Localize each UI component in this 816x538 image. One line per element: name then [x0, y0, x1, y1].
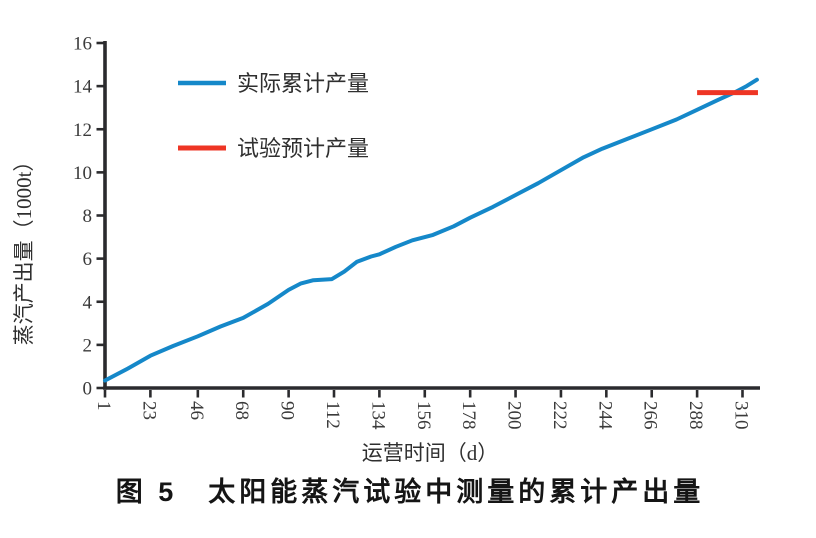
x-tick-label: 288	[685, 401, 706, 430]
x-tick-label: 112	[322, 401, 343, 429]
x-tick-label: 222	[549, 401, 570, 430]
legend: 实际累计产量 试验预计产量	[178, 71, 369, 161]
figure-caption: 图 5 太阳能蒸汽试验中测量的累计产出量	[116, 476, 705, 507]
y-tick-label: 12	[73, 120, 92, 141]
y-tick-label: 10	[73, 163, 92, 184]
x-tick-label: 68	[231, 401, 252, 420]
x-tick-label: 23	[138, 401, 159, 420]
x-tick-label: 200	[504, 401, 525, 430]
x-tick-label: 90	[277, 401, 298, 420]
x-tick-label: 178	[458, 401, 479, 430]
x-tick-label: 244	[594, 401, 615, 430]
x-tick-label: 46	[186, 401, 207, 420]
legend-expected-label: 试验预计产量	[237, 136, 369, 161]
y-tick-label: 6	[83, 249, 93, 270]
y-axis-ticks: 0 2 4 6 8 10 12 14 16	[73, 34, 104, 400]
x-tick-label: 266	[640, 401, 661, 430]
x-tick-label: 1	[93, 401, 114, 411]
actual-series-line	[103, 77, 759, 383]
y-axis-title: 蒸汽产出量（1000t）	[12, 151, 36, 346]
y-tick-label: 14	[73, 77, 93, 98]
x-tick-label: 310	[731, 401, 752, 430]
x-tick-label: 156	[413, 401, 434, 430]
x-axis-ticks: 1 23 46 68 90 112 134 156 178 200 222 244 266 288 310	[93, 390, 752, 430]
y-tick-label: 4	[83, 292, 93, 313]
y-tick-label: 8	[83, 206, 93, 227]
y-tick-label: 2	[83, 335, 93, 356]
x-tick-label: 134	[367, 401, 388, 430]
y-tick-label: 16	[73, 34, 92, 55]
legend-actual-label: 实际累计产量	[237, 71, 369, 96]
x-axis-title: 运营时间（d）	[362, 441, 499, 465]
y-tick-label: 0	[83, 379, 93, 400]
